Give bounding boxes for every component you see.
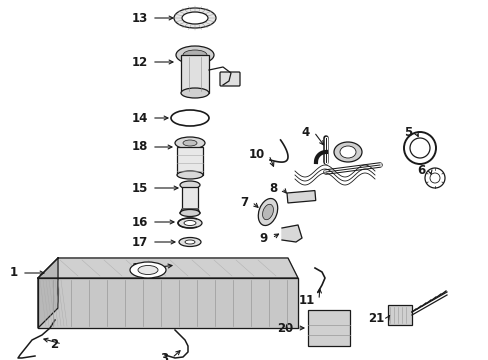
Text: 3: 3 — [160, 351, 168, 360]
Text: 9: 9 — [259, 231, 267, 244]
Text: 7: 7 — [240, 195, 247, 208]
Text: 5: 5 — [403, 126, 411, 139]
Text: 17: 17 — [131, 235, 148, 248]
Text: 2: 2 — [50, 338, 58, 351]
Text: 12: 12 — [131, 55, 148, 68]
Ellipse shape — [181, 88, 208, 98]
Ellipse shape — [179, 238, 201, 247]
Text: 1: 1 — [10, 266, 18, 279]
Ellipse shape — [258, 198, 277, 225]
Ellipse shape — [175, 137, 204, 149]
Text: 6: 6 — [417, 163, 425, 176]
Ellipse shape — [178, 218, 202, 228]
Ellipse shape — [180, 181, 200, 189]
Ellipse shape — [183, 50, 206, 60]
Text: 19: 19 — [131, 261, 148, 274]
FancyBboxPatch shape — [220, 72, 240, 86]
Ellipse shape — [177, 171, 203, 179]
Bar — [182, 187, 198, 209]
Ellipse shape — [183, 140, 197, 146]
Ellipse shape — [182, 12, 207, 24]
Bar — [177, 147, 203, 175]
Text: 10: 10 — [248, 148, 264, 162]
Bar — [286, 190, 315, 203]
Text: 20: 20 — [276, 321, 292, 334]
Polygon shape — [282, 225, 302, 242]
Text: 8: 8 — [269, 181, 278, 194]
Ellipse shape — [184, 240, 195, 244]
Ellipse shape — [175, 259, 204, 271]
Text: 16: 16 — [131, 216, 148, 229]
Ellipse shape — [138, 266, 158, 274]
Ellipse shape — [339, 146, 355, 158]
Text: 14: 14 — [131, 112, 148, 125]
Text: 11: 11 — [298, 293, 314, 306]
Text: 21: 21 — [367, 311, 383, 324]
Text: 15: 15 — [131, 181, 148, 194]
Bar — [181, 55, 208, 93]
Bar — [307, 310, 349, 346]
Text: 13: 13 — [131, 12, 148, 24]
Ellipse shape — [174, 8, 216, 28]
Bar — [176, 269, 203, 299]
Ellipse shape — [183, 220, 196, 225]
Text: 4: 4 — [301, 126, 309, 139]
Polygon shape — [38, 258, 297, 278]
Ellipse shape — [180, 210, 200, 216]
Ellipse shape — [176, 294, 203, 304]
Ellipse shape — [262, 204, 273, 220]
Polygon shape — [38, 258, 58, 328]
Bar — [387, 305, 411, 325]
Ellipse shape — [130, 262, 165, 278]
Ellipse shape — [333, 142, 361, 162]
Text: 18: 18 — [131, 140, 148, 153]
Polygon shape — [180, 209, 200, 213]
Ellipse shape — [176, 46, 214, 64]
Polygon shape — [38, 278, 297, 328]
